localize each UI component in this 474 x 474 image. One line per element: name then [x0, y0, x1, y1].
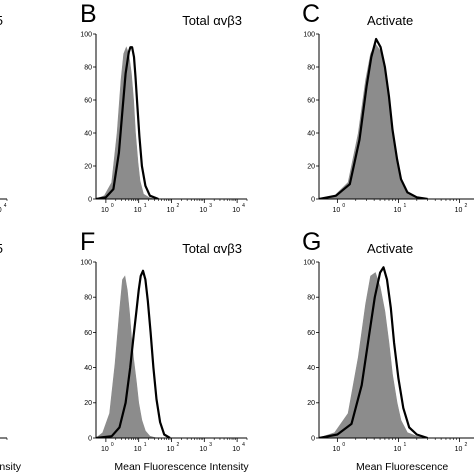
sample-histogram	[96, 269, 171, 438]
x-tick-label: 10	[101, 207, 109, 214]
y-tick-label: 60	[84, 97, 92, 104]
control-histogram	[96, 46, 155, 199]
control-histogram	[319, 272, 428, 438]
x-tick-exponent: 4	[242, 442, 245, 448]
x-tick-label: 10	[134, 207, 142, 214]
panel-e: vβ5 nsity	[0, 241, 22, 473]
x-axis-label: Mean Fluorescence	[356, 461, 448, 473]
x-tick-exponent: 2	[465, 203, 468, 209]
series-group	[319, 266, 428, 438]
x-tick-label: 10	[455, 207, 463, 214]
y-tick-label: 100	[80, 31, 92, 38]
x-axis-label: Mean Fluorescence Intensity	[114, 461, 249, 473]
series-group	[319, 37, 428, 199]
x-tick-exponent: 2	[177, 442, 180, 448]
sample-histogram	[319, 37, 428, 199]
series-group	[96, 46, 159, 199]
x-tick-exponent: 0	[342, 203, 345, 209]
y-tick-label: 80	[84, 64, 92, 71]
panel-title: Total αvβ3	[182, 13, 242, 28]
x-tick-label: 10	[199, 446, 207, 453]
x-tick-exponent: 4	[242, 203, 245, 209]
y-tick-label: 0	[311, 196, 315, 203]
x-tick-label: 10	[0, 207, 2, 214]
series-group	[96, 269, 171, 438]
y-tick-label: 100	[80, 259, 92, 266]
x-tick-label: 10	[394, 207, 402, 214]
sample-histogram	[96, 46, 159, 199]
y-tick-label: 80	[307, 64, 315, 71]
panel-title: vβ5	[0, 13, 3, 28]
y-tick-label: 80	[84, 295, 92, 302]
y-tick-label: 40	[84, 365, 92, 372]
y-tick-label: 20	[84, 400, 92, 407]
x-tick-label: 10	[332, 207, 340, 214]
x-tick-exponent: 1	[403, 203, 406, 209]
x-tick-exponent: 1	[144, 442, 147, 448]
y-tick-label: 40	[307, 130, 315, 137]
x-tick-label: 10	[394, 446, 402, 453]
panel-letter: C	[302, 0, 320, 28]
x-tick-exponent: 3	[209, 203, 212, 209]
x-tick-label: 10	[134, 446, 142, 453]
panel-letter: G	[302, 228, 321, 256]
y-tick-label: 0	[88, 435, 92, 442]
x-tick-label: 10	[167, 446, 175, 453]
panel-title: Activate	[367, 13, 413, 28]
y-tick-label: 20	[84, 163, 92, 170]
x-axis-label: nsity	[0, 461, 22, 473]
y-tick-label: 0	[88, 196, 92, 203]
control-histogram	[96, 275, 157, 438]
y-tick-label: 0	[311, 435, 315, 442]
y-tick-label: 100	[303, 31, 315, 38]
y-tick-label: 40	[84, 130, 92, 137]
x-tick-exponent: 0	[111, 203, 114, 209]
x-tick-exponent: 1	[403, 442, 406, 448]
panel-title: vβ5	[0, 241, 3, 256]
panel-a: 104 vβ5	[0, 13, 8, 214]
panel-letter: F	[80, 228, 95, 256]
y-tick-label: 20	[307, 163, 315, 170]
y-tick-label: 60	[307, 97, 315, 104]
x-tick-exponent: 4	[4, 203, 7, 209]
x-tick-label: 10	[332, 446, 340, 453]
x-tick-label: 10	[232, 446, 240, 453]
x-tick-exponent: 3	[209, 442, 212, 448]
x-tick-label: 10	[455, 446, 463, 453]
y-tick-label: 40	[307, 365, 315, 372]
y-tick-label: 60	[84, 330, 92, 337]
x-tick-exponent: 0	[111, 442, 114, 448]
x-tick-label: 10	[199, 207, 207, 214]
x-tick-exponent: 0	[342, 442, 345, 448]
y-tick-label: 20	[307, 400, 315, 407]
x-tick-exponent: 2	[465, 442, 468, 448]
panel-title: Activate	[367, 241, 413, 256]
x-tick-label: 10	[101, 446, 109, 453]
x-tick-exponent: 2	[177, 203, 180, 209]
y-tick-label: 100	[303, 259, 315, 266]
y-tick-label: 60	[307, 330, 315, 337]
sample-histogram	[319, 266, 428, 438]
x-tick-label: 10	[232, 207, 240, 214]
x-tick-label: 10	[167, 207, 175, 214]
panel-letter: B	[80, 0, 97, 28]
control-histogram	[319, 43, 428, 199]
x-tick-exponent: 1	[144, 203, 147, 209]
y-tick-label: 80	[307, 295, 315, 302]
panel-title: Total αvβ3	[182, 241, 242, 256]
